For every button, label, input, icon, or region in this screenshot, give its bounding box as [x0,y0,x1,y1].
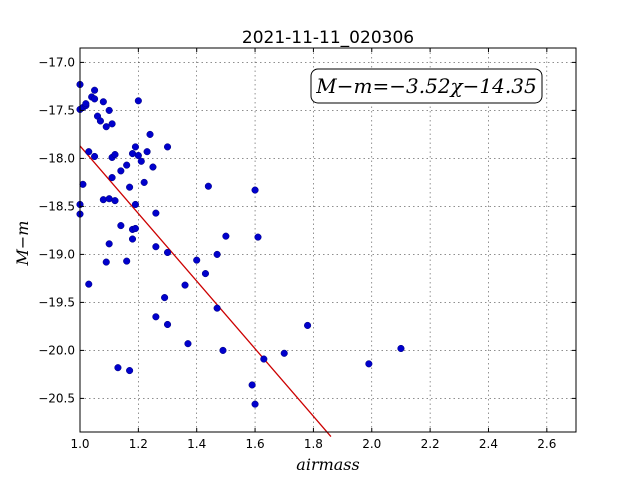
data-point [163,320,172,329]
x-tick-label: 2.6 [537,437,556,451]
data-point [146,130,154,138]
data-point [123,257,131,265]
data-point [111,197,119,205]
data-point [85,148,93,156]
data-point [117,167,125,175]
data-point [193,256,201,264]
fit-equation-label: M−m=−3.52χ−14.35 [315,74,536,98]
grid-lines [79,48,576,432]
x-tick-label: 2.2 [421,437,440,451]
data-point [131,200,139,209]
data-point [161,294,169,302]
data-point [128,235,137,243]
data-point [123,161,131,169]
data-point [99,98,107,106]
data-point [140,178,148,186]
axis-ticks: 1.0 1.2 1.4 1.6 1.8 2.0 2.2 2.4 2.6 −17.0 −17.5 −18… [38,48,576,451]
data-point [91,152,99,161]
x-tick-label: 1.2 [129,437,148,451]
y-tick-label: −20.5 [38,391,75,405]
fit-line [79,145,332,437]
data-point [111,151,119,159]
data-point [99,196,107,204]
annotation-box: M−m=−3.52χ−14.35 [310,68,543,104]
x-tick-label: 2.4 [479,437,498,451]
data-point [85,280,93,288]
data-point [152,243,160,251]
data-point [149,163,157,171]
data-point [397,344,405,353]
y-tick-label: −18.0 [38,151,75,165]
data-point [201,270,210,278]
data-point [260,355,268,363]
data-point [219,346,227,354]
y-axis-label: M−m [13,221,32,267]
x-tick-label: 1.8 [304,437,323,451]
data-point [254,233,262,241]
data-point [304,321,312,329]
data-point [251,186,259,194]
data-point [163,143,172,151]
data-point [184,340,192,348]
data-point [280,349,288,357]
y-tick-label: −17.0 [38,55,75,69]
data-point [181,281,189,289]
data-point [248,381,256,389]
data-point [134,97,142,105]
data-point [134,151,142,160]
x-tick-label: 1.4 [187,437,206,451]
data-point [204,182,212,190]
y-tick-label: −19.5 [38,295,75,309]
data-point [114,364,122,372]
y-tick-label: −19.0 [38,247,75,261]
data-point [108,174,116,182]
y-tick-label: −17.5 [38,103,75,117]
data-point [131,224,139,233]
data-point [251,400,259,408]
data-points [76,80,405,408]
data-point [126,367,134,375]
data-point [105,240,113,248]
data-point [91,95,99,103]
y-tick-label: −20.0 [38,343,75,357]
data-point [137,157,145,165]
data-point [82,100,90,108]
data-point [163,248,172,257]
x-tick-label: 2.0 [362,437,381,451]
data-point [96,117,104,125]
x-tick-label: 1.6 [246,437,265,451]
data-point [131,143,139,151]
y-tick-label: −18.5 [38,199,75,213]
data-point [213,304,221,312]
plot-area-frame [79,47,577,433]
data-point [126,183,134,191]
data-point [79,180,87,188]
data-point [222,232,230,240]
data-point [117,222,125,230]
fit-line-layer [79,145,332,437]
data-point [365,360,373,368]
data-point [102,258,110,266]
data-point [105,106,113,114]
data-point [152,313,160,321]
data-point [108,120,116,128]
x-axis-label: airmass [296,455,359,474]
x-tick-label: 1.0 [70,437,89,451]
data-point [143,148,151,156]
data-point [152,209,160,217]
data-point [213,250,221,258]
data-point [102,123,110,131]
chart-title: 2021-11-11_020306 [242,28,414,48]
data-point [91,86,99,94]
